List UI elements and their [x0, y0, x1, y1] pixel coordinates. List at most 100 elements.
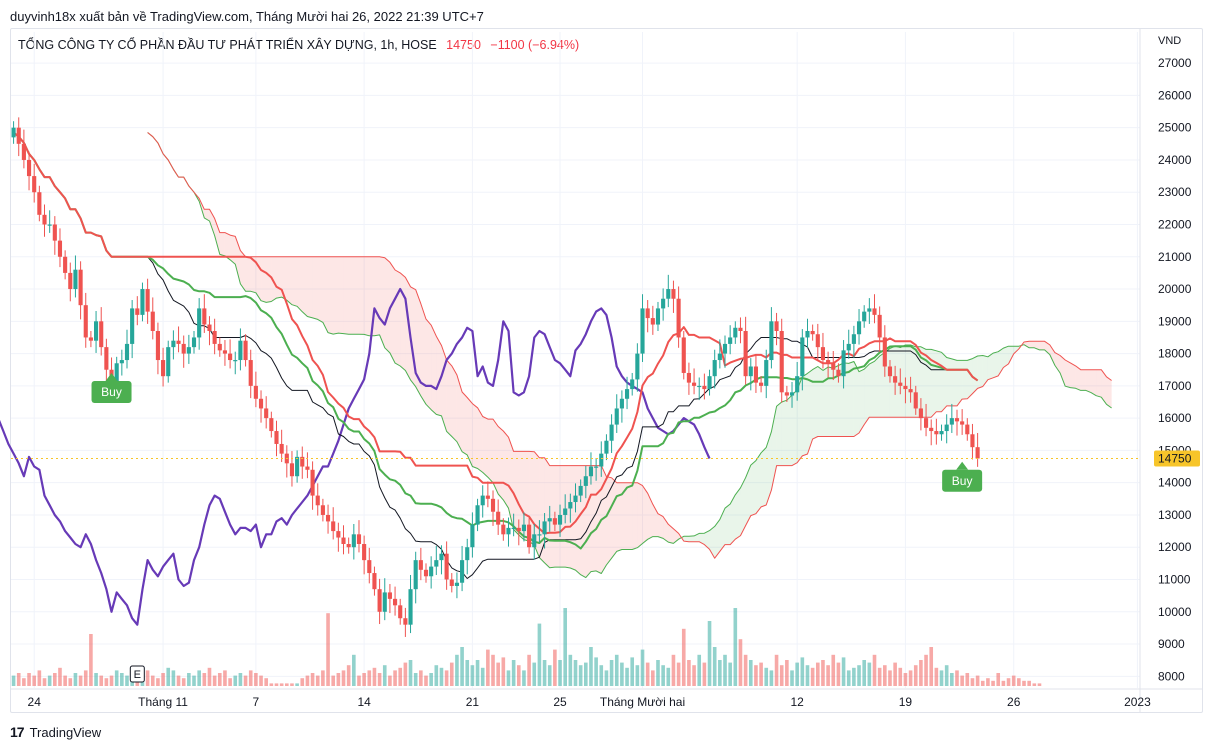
volume-bar: [810, 667, 815, 686]
candle-body: [753, 366, 758, 383]
candle-body: [594, 466, 599, 468]
candle-body: [171, 340, 176, 348]
candle-body: [614, 408, 619, 425]
volume-bar: [63, 675, 67, 686]
volume-bar: [625, 667, 629, 686]
candle-body: [557, 514, 563, 525]
volume-bar: [1011, 675, 1016, 686]
volume-bar: [852, 667, 856, 686]
candle-body: [42, 214, 47, 225]
candle-body: [547, 518, 552, 522]
candle-body: [243, 340, 248, 361]
volume-bar: [300, 678, 305, 686]
volume-bar: [516, 665, 521, 686]
candle-body: [604, 440, 609, 454]
time-tick-label: 19: [899, 695, 913, 709]
cloud-segment: [322, 256, 329, 333]
candle-body: [264, 408, 269, 419]
volume-bar: [434, 665, 439, 686]
volume-bar: [630, 657, 635, 686]
volume-bar: [22, 678, 26, 686]
volume-bar: [114, 670, 119, 686]
cloud-segment: [735, 487, 741, 540]
volume-bar: [120, 673, 124, 686]
cloud-segment: [307, 256, 313, 318]
candle-body: [429, 566, 434, 577]
candle-body: [78, 269, 83, 306]
buy-marker-arrow: [956, 461, 969, 470]
axis-unit-label: VND: [1158, 35, 1181, 47]
cloud-segment: [755, 452, 762, 514]
volume-bar: [83, 670, 88, 686]
cloud-segment: [750, 460, 756, 516]
volume-bar: [259, 675, 263, 686]
price-tick-label: 14000: [1158, 476, 1192, 490]
candle-body: [893, 376, 898, 383]
volume-bar: [465, 660, 470, 686]
candle-body: [918, 408, 923, 419]
volume-bar: [429, 673, 433, 686]
volume-bar: [377, 673, 382, 686]
candle-body: [624, 389, 630, 399]
cloud-segment: [1008, 346, 1014, 364]
cloud-segment: [240, 250, 246, 292]
candle-body: [470, 524, 475, 548]
cloud-segment: [792, 389, 798, 466]
volume-bar: [537, 623, 542, 686]
volume-bar: [181, 678, 186, 686]
volume-bar: [620, 662, 624, 686]
cloud-segment: [214, 218, 220, 255]
volume-bar: [754, 665, 758, 686]
time-tick-label: 25: [553, 695, 567, 709]
cloud-segment: [657, 513, 664, 539]
cloud-segment: [889, 346, 896, 418]
candle-body: [320, 505, 325, 515]
volume-bar: [1001, 680, 1006, 686]
candle-body: [661, 298, 666, 309]
volume-bar: [898, 667, 903, 686]
candle-body: [784, 392, 789, 396]
candle-body: [759, 382, 764, 386]
volume-bar: [166, 667, 171, 686]
cloud-segment: [477, 407, 483, 473]
buy-marker-label: Buy: [952, 474, 973, 488]
volume-bar: [965, 673, 970, 686]
candle-body: [913, 392, 918, 409]
cloud-segment: [358, 256, 365, 335]
cloud-segment: [1054, 352, 1061, 373]
cloud-segment: [637, 482, 643, 548]
candle-body: [150, 311, 155, 331]
price-tick-label: 20000: [1158, 282, 1192, 296]
cloud-segment: [590, 465, 597, 572]
volume-bar: [527, 654, 531, 686]
lagging-span-line: [0, 287, 711, 626]
last-price-tag: [1154, 450, 1200, 467]
cloud-segment: [204, 209, 210, 221]
volume-bar: [656, 660, 660, 686]
cloud-segment: [539, 457, 545, 563]
volume-bar: [661, 665, 665, 686]
candle-body: [119, 360, 124, 364]
volume-bar: [955, 670, 959, 686]
cloud-segment: [611, 477, 617, 559]
cloud-segment: [621, 482, 628, 550]
time-tick-label: 7: [253, 695, 260, 709]
volume-bar: [336, 673, 341, 686]
volume-bar: [455, 654, 459, 686]
cloud-segment: [807, 369, 813, 454]
cloud-segment: [956, 360, 963, 406]
price-tick-label: 18000: [1158, 347, 1192, 361]
candle-body: [207, 324, 212, 331]
volume-bar: [1032, 683, 1037, 686]
cloud-segment: [487, 419, 494, 483]
volume-bar: [790, 670, 794, 686]
candle-body: [37, 192, 42, 215]
conversion-red-line: [12, 131, 979, 535]
volume-bar: [934, 667, 939, 686]
candle-body: [532, 534, 537, 548]
brand-name[interactable]: TradingView: [29, 724, 102, 740]
volume-bar: [676, 662, 681, 686]
tradingview-logo-icon[interactable]: 17: [10, 724, 25, 740]
candle-body: [465, 547, 470, 561]
